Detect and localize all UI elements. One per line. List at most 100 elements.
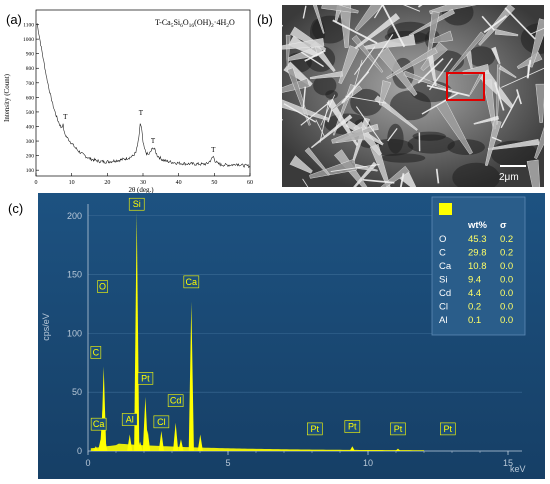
eds-peak bbox=[395, 448, 401, 451]
eds-y-tick-label: 200 bbox=[67, 211, 82, 221]
sem-needle bbox=[426, 84, 470, 97]
eds-x-axis-label: keV bbox=[510, 464, 526, 474]
sem-crystal-plate bbox=[309, 71, 343, 80]
sem-needle bbox=[300, 102, 330, 126]
sem-crystal-plate bbox=[386, 47, 438, 80]
xrd-plot-area: 0 10 20 30 40 50 60 100 200 300 400 500 600 700 800 900… bbox=[23, 9, 253, 186]
xrd-x-tick-label: 0 bbox=[35, 180, 38, 186]
sem-needle bbox=[330, 164, 380, 172]
eds-element-label: Si bbox=[133, 199, 141, 209]
eds-table-element: Ca bbox=[439, 261, 452, 272]
sem-needle bbox=[483, 15, 507, 34]
sem-needle bbox=[504, 7, 536, 40]
sem-needle bbox=[355, 106, 383, 144]
eds-table-element: Si bbox=[439, 275, 447, 286]
sem-needle bbox=[373, 5, 384, 19]
sem-panel: 2μm (b) bbox=[257, 5, 544, 187]
xrd-y-tick-label: 1000 bbox=[23, 37, 34, 43]
eds-table-header: wt% bbox=[467, 220, 488, 231]
eds-element-tag bbox=[306, 422, 323, 436]
sem-needle bbox=[435, 168, 440, 184]
sem-crystal-plate bbox=[526, 159, 541, 187]
sem-needle bbox=[381, 5, 406, 48]
eds-peak bbox=[145, 429, 151, 451]
xrd-peak-marker-label: T bbox=[63, 113, 68, 121]
xrd-y-tick-label: 800 bbox=[26, 66, 35, 72]
eds-element-label: Pt bbox=[394, 424, 403, 434]
sem-crystal-plate bbox=[354, 13, 401, 50]
eds-composition-table: wt% σ O 45.3 0.2 C 29.8 0.2 Ca 10.8 0.0 Si 9.4 0.0 Cd 4… bbox=[431, 196, 526, 336]
eds-element-tag bbox=[390, 422, 406, 436]
eds-panel: (c) cps/eV keV 0 50 100 150 200 0 5 10 15 O Si Ca C P… bbox=[8, 193, 545, 479]
sem-needle bbox=[481, 15, 496, 31]
xrd-peak-marker-label: T bbox=[151, 137, 156, 145]
sem-needle bbox=[500, 94, 520, 129]
eds-table-element: Cl bbox=[439, 302, 448, 313]
eds-x-tick-label: 15 bbox=[503, 458, 513, 468]
eds-element-tag bbox=[183, 275, 200, 289]
eds-element-label: Pt bbox=[348, 422, 357, 432]
sem-crystal-plate bbox=[420, 41, 448, 72]
eds-element-label: Cl bbox=[157, 417, 166, 427]
sem-pore bbox=[325, 90, 338, 100]
sem-crystal-plate bbox=[473, 115, 500, 125]
eds-table-value: 9.4 bbox=[468, 275, 481, 286]
eds-element-label: Pt bbox=[311, 424, 320, 434]
sem-needle bbox=[302, 86, 307, 109]
eds-peak bbox=[93, 447, 99, 451]
eds-peak bbox=[158, 431, 164, 451]
eds-x-tick-label: 5 bbox=[225, 458, 230, 468]
eds-table-value: 0.0 bbox=[500, 275, 513, 286]
eds-table-value: 0.2 bbox=[500, 234, 513, 245]
eds-element-label: Ca bbox=[93, 419, 105, 429]
eds-element-tag bbox=[90, 346, 102, 359]
eds-element-tag bbox=[97, 280, 108, 293]
eds-element-tag bbox=[137, 372, 154, 385]
xrd-y-tick-label: 1100 bbox=[23, 23, 34, 29]
eds-table-value: 45.3 bbox=[468, 234, 487, 245]
sem-needle bbox=[399, 173, 405, 187]
xrd-x-axis-label: 2θ (deg.) bbox=[128, 186, 154, 194]
sem-crystal-plate bbox=[282, 99, 329, 121]
panel-label-b: (b) bbox=[257, 12, 273, 27]
xrd-y-tick-label: 400 bbox=[26, 124, 35, 130]
xrd-peak-marker-label: T bbox=[139, 109, 144, 117]
eds-table-value: 0.0 bbox=[500, 261, 513, 272]
eds-table-value: 4.4 bbox=[468, 288, 481, 299]
eds-plot-area: 0 50 100 150 200 0 5 10 15 O Si Ca C Pt Cd Ca Al Cl Pt Pt Pt… bbox=[67, 197, 522, 468]
sem-crystal-plate bbox=[535, 83, 544, 123]
eds-table-element: O bbox=[439, 234, 446, 245]
sem-crystal-plate bbox=[374, 95, 418, 131]
xrd-x-tick-label: 10 bbox=[69, 180, 75, 186]
sem-crystal-plate bbox=[484, 119, 502, 167]
xrd-y-tick-label: 600 bbox=[26, 95, 35, 101]
sem-needle bbox=[529, 27, 544, 35]
sem-needle bbox=[315, 119, 325, 137]
sem-needle bbox=[494, 82, 505, 111]
sem-crystal-plate bbox=[491, 46, 501, 65]
eds-y-tick-label: 150 bbox=[67, 270, 82, 280]
sem-crystal-plate bbox=[354, 5, 383, 32]
xrd-x-tick-label: 40 bbox=[176, 180, 182, 186]
eds-table-value: 0.2 bbox=[468, 302, 481, 313]
sem-needle bbox=[402, 5, 421, 12]
sem-needle bbox=[354, 46, 376, 75]
eds-table-box bbox=[431, 196, 526, 336]
sem-image bbox=[282, 5, 544, 187]
eds-element-label: O bbox=[99, 282, 106, 292]
sem-needle bbox=[387, 128, 398, 142]
eds-element-tag bbox=[128, 197, 145, 211]
sem-needle bbox=[304, 49, 326, 62]
sem-needle bbox=[300, 51, 324, 68]
sem-pore bbox=[407, 134, 455, 154]
xrd-x-tick-label: 20 bbox=[104, 180, 110, 186]
eds-peak bbox=[178, 439, 184, 451]
eds-element-label: Pt bbox=[444, 424, 453, 434]
sem-crystal-plate bbox=[282, 38, 325, 50]
sem-needle bbox=[302, 5, 307, 19]
eds-peak bbox=[349, 446, 355, 451]
xrd-y-tick-label: 200 bbox=[26, 154, 35, 160]
xrd-y-tick-label: 100 bbox=[26, 168, 35, 174]
eds-element-tag bbox=[344, 420, 361, 433]
